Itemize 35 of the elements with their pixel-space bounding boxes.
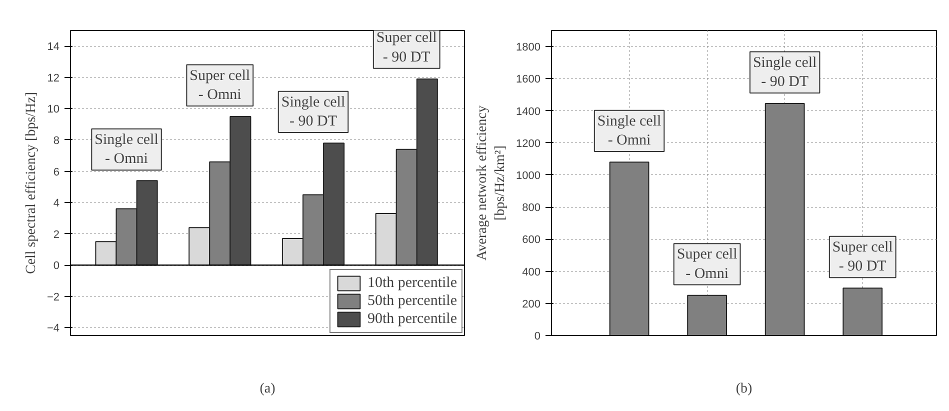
legend-label: 50th percentile bbox=[367, 292, 457, 310]
y-tick-label: 1400 bbox=[516, 106, 541, 118]
y-axis-title: Average network efficiency [bps/Hz/km²] bbox=[475, 106, 508, 260]
y-tick-label: 14 bbox=[47, 41, 60, 54]
y-tick-label: −4 bbox=[46, 322, 60, 335]
x-axis-title: (a) bbox=[260, 382, 276, 396]
annotation: Super cell - 90 DT bbox=[376, 30, 437, 66]
legend-label: 90th percentile bbox=[367, 310, 457, 328]
y-tick-label: −2 bbox=[46, 291, 60, 304]
y-tick-label: 1600 bbox=[516, 74, 541, 86]
annotation: Super cell - 90 DT bbox=[832, 239, 893, 275]
y-tick-label: 800 bbox=[522, 202, 541, 214]
y-tick-label: 2 bbox=[53, 228, 60, 241]
y-tick-label: 400 bbox=[522, 266, 541, 278]
y-tick-label: 1800 bbox=[516, 42, 541, 54]
y-tick-label: 600 bbox=[522, 234, 541, 246]
y-tick-label: 0 bbox=[534, 330, 541, 342]
y-tick-label: 1200 bbox=[516, 138, 541, 150]
annotation: Single cell - Omni bbox=[94, 132, 158, 168]
annotation: Single cell - Omni bbox=[597, 113, 662, 149]
annotation: Super cell - Omni bbox=[190, 68, 250, 103]
y-tick-label: 12 bbox=[47, 72, 60, 84]
annotation: Single cell - 90 DT bbox=[752, 54, 817, 90]
annotation: Super cell - Omni bbox=[676, 246, 738, 282]
y-axis-title: Cell spectral efficiency [bps/Hz] bbox=[24, 92, 39, 274]
y-tick-label: 8 bbox=[53, 134, 60, 147]
y-tick-label: 6 bbox=[53, 166, 60, 178]
y-tick-label: 1000 bbox=[516, 170, 541, 182]
y-tick-label: 0 bbox=[53, 260, 60, 272]
y-tick-label: 4 bbox=[53, 198, 60, 210]
y-tick-label: 10 bbox=[47, 104, 60, 116]
legend-label: 10th percentile bbox=[367, 274, 457, 292]
y-tick-label: 200 bbox=[522, 298, 541, 310]
annotation: Single cell - 90 DT bbox=[281, 94, 346, 130]
x-axis-title: (b) bbox=[736, 382, 752, 396]
